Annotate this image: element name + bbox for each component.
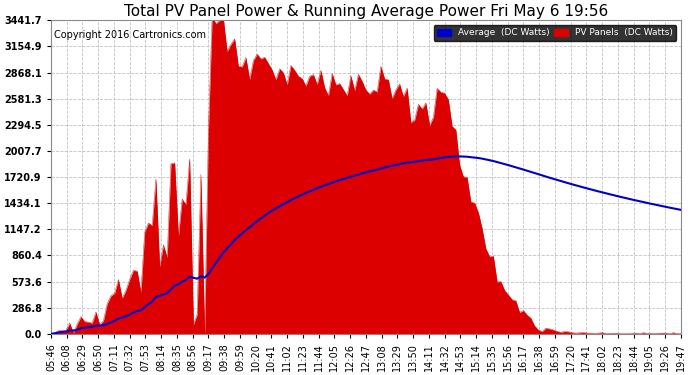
Legend: Average  (DC Watts), PV Panels  (DC Watts): Average (DC Watts), PV Panels (DC Watts) <box>433 25 676 41</box>
Title: Total PV Panel Power & Running Average Power Fri May 6 19:56: Total PV Panel Power & Running Average P… <box>124 4 608 19</box>
Text: Copyright 2016 Cartronics.com: Copyright 2016 Cartronics.com <box>54 30 206 40</box>
